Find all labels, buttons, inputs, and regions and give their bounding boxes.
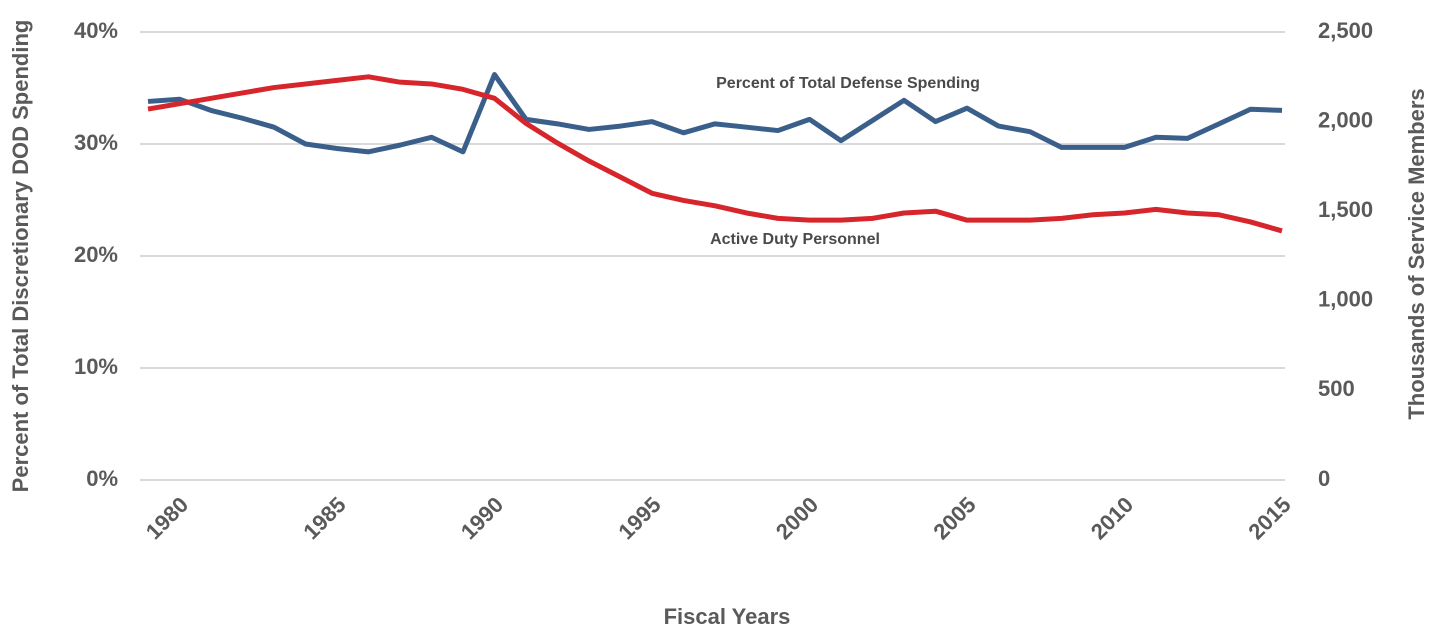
x-tick-label: 2000 [771,492,823,544]
y-axis-label: Percent of Total Discretionary DOD Spend… [8,20,33,493]
y-tick-label: 30% [74,130,118,155]
y2-tick-label: 500 [1318,376,1355,401]
x-tick-label: 1985 [298,492,350,544]
annotation: Active Duty Personnel [710,231,880,248]
x-tick-label: 2015 [1243,492,1295,544]
y2-tick-label: 0 [1318,466,1330,491]
x-tick-label: 2010 [1086,492,1138,544]
x-tick-label: 1990 [456,492,508,544]
y2-tick-label: 1,000 [1318,287,1373,312]
y-tick-label: 20% [74,242,118,267]
y2-tick-label: 2,500 [1318,18,1373,43]
x-tick-label: 1980 [141,492,193,544]
y2-tick-label: 1,500 [1318,197,1373,222]
series-line [147,72,1283,155]
y-tick-label: 40% [74,18,118,43]
y2-axis-label: Thousands of Service Members [1404,88,1429,419]
x-tick-label: 1995 [613,492,665,544]
x-tick-label: 2005 [928,492,980,544]
y-tick-label: 10% [74,354,118,379]
y-tick-label: 0% [86,466,118,491]
x-axis-label: Fiscal Years [664,604,791,629]
annotation: Percent of Total Defense Spending [716,75,980,92]
y2-tick-label: 2,000 [1318,107,1373,132]
series-line [147,74,1283,234]
